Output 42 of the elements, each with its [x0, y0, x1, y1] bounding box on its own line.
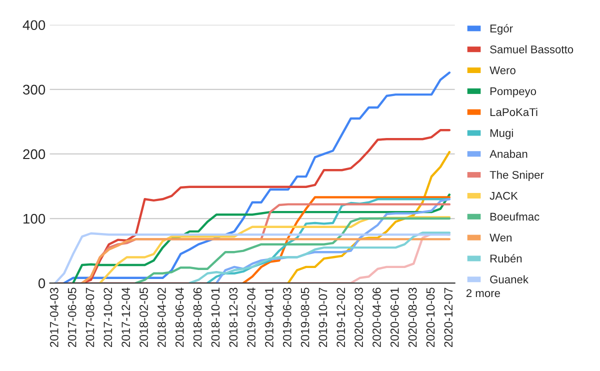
- legend-label: Rubén: [490, 254, 522, 262]
- legend-label: Mugi: [490, 128, 513, 140]
- legend-label: Guanek: [490, 275, 528, 284]
- x-tick-label: 2017-06-05: [68, 288, 76, 348]
- legend-label: Wen: [490, 234, 512, 242]
- x-tick-label: 2019-04-01: [265, 288, 274, 348]
- text: 2 more: [466, 289, 500, 298]
- x-tick-label: 2017-04-03: [50, 288, 58, 348]
- legend-label: Boeufmac: [490, 212, 540, 221]
- x-tick-label: 2017-10-02: [104, 288, 112, 348]
- x-tick-label: 2017-12-04: [122, 288, 130, 348]
- x-tick-label: 2017-08-07: [86, 288, 94, 348]
- legend-label: Anaban: [490, 150, 528, 158]
- y-tick-label: 400: [22, 20, 46, 30]
- x-tick-label: 2020-08-03: [408, 288, 417, 348]
- y-tick-label: 100: [24, 214, 46, 224]
- legend-label: JACK: [490, 192, 518, 200]
- legend-label: Samuel Bassotto: [490, 45, 574, 54]
- x-tick-label: 2018-08-06: [193, 288, 202, 348]
- x-tick-label: 2020-04-06: [372, 288, 381, 348]
- x-tick-label: 2018-10-01: [211, 288, 220, 348]
- legend-label: Pompeyo: [490, 87, 536, 98]
- x-tick-label: 2020-02-03: [354, 288, 363, 348]
- legend-label: Wero: [490, 66, 516, 74]
- x-tick-label: 2019-08-05: [300, 288, 310, 348]
- legend-label: LaPoKaTi: [490, 108, 538, 116]
- x-tick-label: 2019-06-03: [282, 288, 292, 348]
- x-tick-label: 2019-10-07: [318, 288, 328, 348]
- legend-label: The Sniper: [490, 170, 544, 182]
- x-tick-label: 2018-04-02: [158, 288, 166, 348]
- x-tick-label: 2020-06-01: [390, 288, 399, 348]
- legend-label: Egór: [490, 24, 513, 35]
- y-tick-label: 200: [23, 149, 46, 160]
- x-tick-label: 2018-12-03: [229, 288, 238, 348]
- y-tick-label: 0: [38, 278, 46, 288]
- x-tick-label: 2018-06-04: [175, 288, 184, 348]
- x-tick-label: 2020-12-07: [444, 288, 453, 348]
- x-tick-label: 2018-02-05: [140, 288, 148, 348]
- x-tick-label: 2020-10-05: [426, 288, 435, 348]
- y-tick-label: 300: [22, 84, 46, 95]
- x-tick-label: 2019-02-04: [247, 288, 256, 348]
- x-tick-label: 2019-12-02: [336, 288, 346, 348]
